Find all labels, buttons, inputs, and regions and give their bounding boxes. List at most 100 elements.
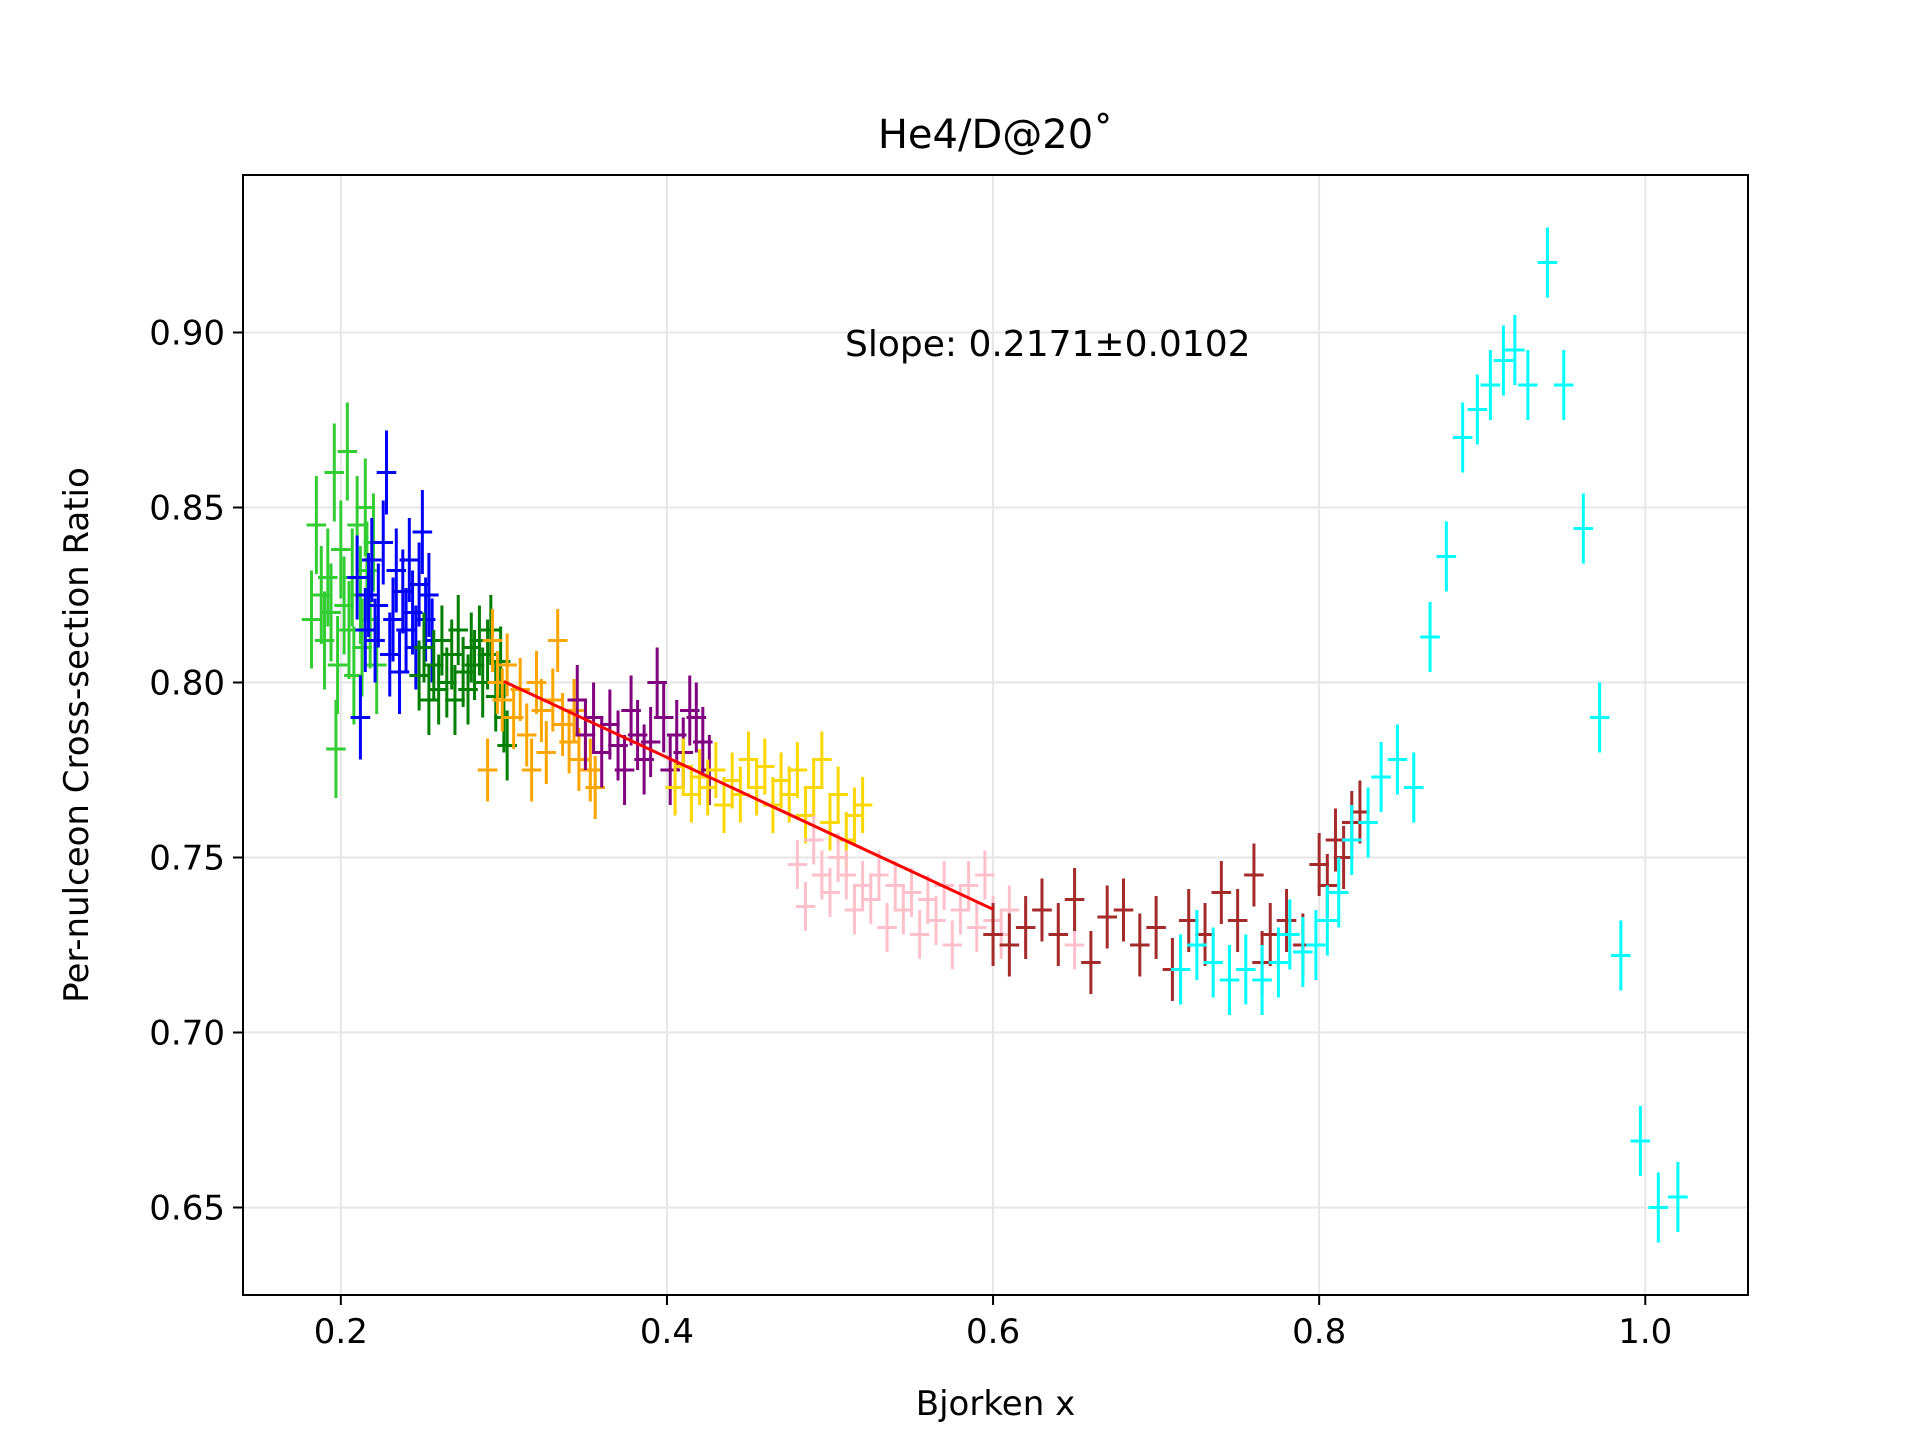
data-point [1081,931,1101,994]
data-point [521,738,542,802]
data-point [1328,857,1349,928]
data-point [869,850,889,900]
data-point [975,850,995,900]
data-point [366,616,387,714]
data-point [350,675,371,760]
x-axis: 0.2 0.4 0.6 0.8 1.0 [314,1295,1672,1352]
data-point [844,787,865,844]
series-8 [983,780,1370,1001]
data-point [376,430,397,515]
data-point [355,458,376,557]
data-point [362,518,382,602]
plot-frame [242,174,1749,1296]
data-point [828,766,848,823]
data-point [754,738,775,795]
data-point [1236,934,1256,1005]
data-point [860,875,881,924]
data-point [1130,913,1150,977]
data-point [926,896,946,945]
data-point [877,903,897,952]
data-point [918,875,938,924]
data-point [1244,843,1264,907]
data-point [318,528,338,627]
data-point [580,738,601,802]
data-point [531,679,552,742]
data-point [482,609,503,672]
data-point [714,777,734,833]
data-point [481,595,501,665]
y-tick-label: 0.75 [149,839,225,879]
data-point [966,903,987,952]
data-point [414,612,434,683]
data-point [836,850,857,900]
data-point [497,633,517,697]
data-point [321,563,341,662]
data-point [1170,934,1191,1005]
data-point [1420,602,1440,672]
series-1 [301,402,387,798]
slope-annotation: Slope: 0.2171±0.0102 [845,324,1251,365]
data-point [324,423,345,522]
data-point [1064,868,1085,931]
data-point [795,882,816,931]
data-point [1097,885,1117,949]
data-point [1178,889,1199,952]
data-point [1350,780,1370,844]
fit-line [503,680,994,911]
data-point [337,402,358,501]
series-4 [477,609,605,819]
data-point [373,500,394,585]
data-point [901,868,922,917]
data-point [1280,899,1300,970]
data-point [583,682,604,753]
x-tick-label: 0.4 [640,1312,694,1352]
data-point [575,700,596,770]
y-tick-label: 0.85 [149,489,225,529]
data-point [477,738,498,802]
x-tick-label: 0.2 [314,1312,368,1352]
data-point [1436,521,1457,592]
data-point [1113,878,1134,942]
data-point [1589,682,1610,753]
data-point [958,861,979,910]
data-point [812,731,832,788]
y-tick-label: 0.70 [149,1014,225,1054]
y-tick-label: 0.80 [149,664,225,704]
data-point [1195,903,1215,966]
y-tick-label: 0.65 [149,1189,225,1229]
data-point [334,556,354,655]
data-point [379,612,400,697]
data-point [1306,910,1326,980]
data-point [526,651,547,714]
data-point [428,654,449,725]
data-point [1371,742,1391,812]
data-point [352,598,372,697]
data-point [665,759,685,816]
data-point [1518,350,1538,420]
data-point [999,913,1020,977]
data-point [448,595,469,665]
data-point [365,598,385,683]
x-tick-label: 1.0 [1618,1312,1672,1352]
data-point [787,840,808,889]
data-point [1452,402,1473,473]
data-point [355,588,376,672]
data-point [909,910,930,959]
fit-line-layer [503,680,994,911]
data-point [567,665,588,735]
chart-title: He4/D@20˚ [878,112,1113,158]
data-point [1227,889,1248,952]
data-point [795,787,816,844]
data-point [1537,227,1558,298]
data-point [1630,1106,1651,1176]
data-point [1573,493,1594,564]
x-tick-label: 0.8 [1292,1312,1346,1352]
data-point [820,868,840,917]
data-point [1187,910,1207,980]
data-point [852,777,873,833]
data-point [983,903,1003,966]
data-point [787,742,808,798]
data-point [1268,927,1289,998]
data-point [1668,1162,1688,1232]
